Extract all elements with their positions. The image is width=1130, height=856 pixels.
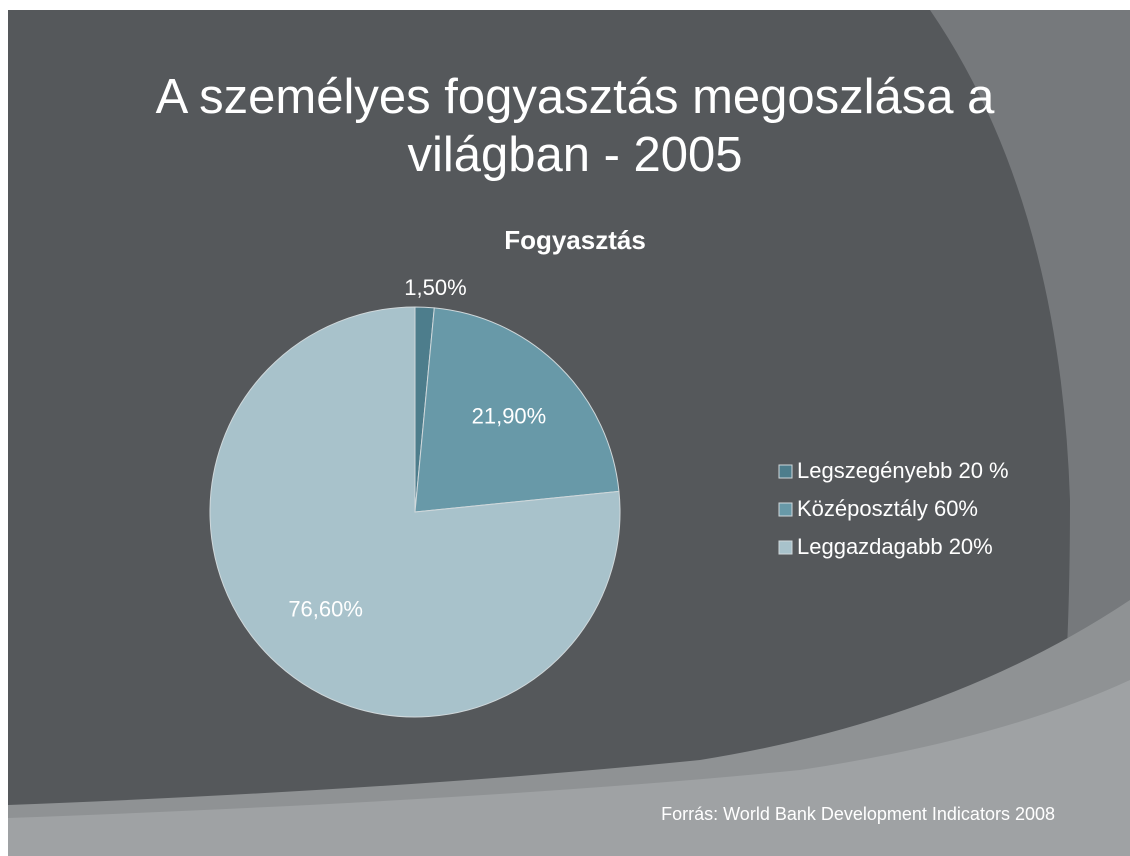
- legend-swatch: [778, 540, 793, 555]
- data-label: 1,50%: [404, 275, 466, 300]
- source: Forrás: World Bank Development Indicator…: [661, 804, 1055, 824]
- legend-swatch: [778, 502, 793, 517]
- legend-label: Leggazdagabb 20%: [797, 534, 993, 559]
- chart-title: Fogyasztás: [504, 225, 646, 255]
- decor-bottom-light: [8, 680, 1130, 856]
- data-label: 21,90%: [472, 403, 547, 428]
- legend-label: Középosztály 60%: [797, 496, 978, 521]
- slide-title: A személyes fogyasztás megoszlása a vilá…: [155, 70, 995, 182]
- legend-swatch: [778, 464, 793, 479]
- legend-label: Legszegényebb 20 %: [797, 458, 1009, 483]
- pie-slice: [209, 306, 621, 718]
- data-label: 76,60%: [288, 597, 363, 622]
- pie-slice: [414, 307, 620, 513]
